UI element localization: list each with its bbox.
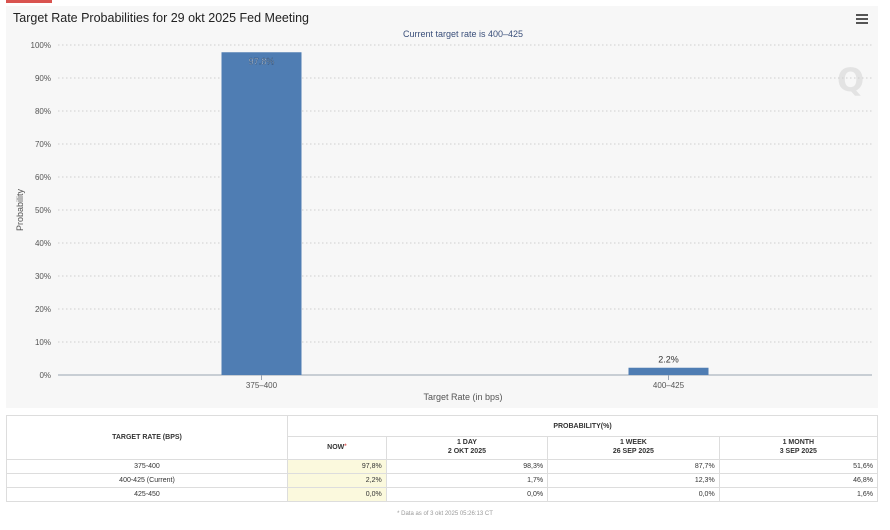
header-probability: PROBABILITY(%) bbox=[287, 415, 878, 437]
y-axis-title: Probability bbox=[15, 188, 25, 231]
bar-0 bbox=[221, 52, 302, 375]
y-tick-label: 40% bbox=[35, 239, 51, 248]
header-col-0: NOW* bbox=[287, 436, 387, 460]
probability-cell: 46,8% bbox=[718, 473, 879, 488]
header-col-line1: 1 DAY bbox=[456, 439, 477, 447]
header-col-line2: 26 SEP 2025 bbox=[612, 448, 654, 455]
probability-cell: 0,0% bbox=[547, 487, 720, 502]
target-rate-cell: 425-450 bbox=[6, 487, 288, 502]
probability-cell: 97,8% bbox=[287, 459, 387, 474]
probability-cell: 51,6% bbox=[718, 459, 879, 474]
hamburger-menu-icon[interactable] bbox=[856, 14, 868, 24]
bar-chart: 0% 10% 20% 30% 40% 50% 60% 70% 80% 90% 100% 375–400… bbox=[15, 29, 872, 402]
watermark-logo: Q bbox=[837, 61, 865, 99]
data-timestamp-footnote: * Data as of 3 okt 2025 05:26:13 CT bbox=[397, 511, 493, 517]
data-label: 97.8% bbox=[249, 56, 275, 66]
asterisk-mark: * bbox=[344, 443, 347, 450]
header-col-1: 1 DAY 2 OKT 2025 bbox=[385, 436, 549, 460]
probability-cell: 0,0% bbox=[287, 487, 387, 502]
y-tick-label: 60% bbox=[35, 173, 51, 182]
header-target-rate: TARGET RATE (BPS) bbox=[6, 415, 288, 460]
header-col-line1: 1 WEEK bbox=[619, 439, 647, 447]
data-label: 2.2% bbox=[658, 355, 679, 365]
header-col-line1: NOW bbox=[327, 443, 345, 451]
y-tick-label: 50% bbox=[35, 206, 51, 215]
chart-panel: Target Rate Probabilities for 29 okt 202… bbox=[6, 6, 878, 408]
header-col-line2: 2 OKT 2025 bbox=[447, 448, 486, 455]
y-tick-label: 80% bbox=[35, 107, 51, 116]
probability-cell: 2,2% bbox=[287, 473, 387, 488]
table-row: 400-425 (Current) 2,2% 1,7% 12,3% 46,8% bbox=[6, 473, 879, 488]
probability-cell: 1,6% bbox=[718, 487, 879, 502]
target-rate-cell: 375-400 bbox=[6, 459, 288, 474]
y-tick-label: 30% bbox=[35, 272, 51, 281]
x-tick-label: 400–425 bbox=[653, 381, 685, 390]
chart-title: Target Rate Probabilities for 29 okt 202… bbox=[13, 11, 310, 25]
header-col-2: 1 WEEK 26 SEP 2025 bbox=[547, 436, 720, 460]
probability-cell: 0,0% bbox=[385, 487, 549, 502]
x-tick-label: 375–400 bbox=[246, 381, 278, 390]
probability-cell: 1,7% bbox=[385, 473, 549, 488]
y-tick-label: 70% bbox=[35, 140, 51, 149]
y-tick-label: 0% bbox=[39, 371, 51, 380]
probability-table: TARGET RATE (BPS) PROBABILITY(%) NOW* 1 D… bbox=[6, 415, 879, 502]
top-accent-bar bbox=[6, 0, 52, 3]
y-tick-label: 20% bbox=[35, 305, 51, 314]
probability-cell: 87,7% bbox=[547, 459, 720, 474]
table-row: 425-450 0,0% 0,0% 0,0% 1,6% bbox=[6, 487, 879, 502]
probability-cell: 98,3% bbox=[385, 459, 549, 474]
header-col-3: 1 MONTH 3 SEP 2025 bbox=[718, 436, 879, 460]
target-rate-cell: 400-425 (Current) bbox=[6, 473, 288, 488]
header-col-line2: 3 SEP 2025 bbox=[779, 448, 817, 455]
x-axis-title: Target Rate (in bps) bbox=[423, 392, 502, 402]
probability-cell: 12,3% bbox=[547, 473, 720, 488]
chart-subtitle: Current target rate is 400–425 bbox=[403, 29, 523, 39]
header-col-line1: 1 MONTH bbox=[782, 439, 815, 447]
table-row: 375-400 97,8% 98,3% 87,7% 51,6% bbox=[6, 459, 879, 474]
y-tick-label: 90% bbox=[35, 74, 51, 83]
bar-1 bbox=[628, 367, 709, 375]
y-tick-label: 10% bbox=[35, 338, 51, 347]
y-tick-label: 100% bbox=[31, 41, 51, 50]
